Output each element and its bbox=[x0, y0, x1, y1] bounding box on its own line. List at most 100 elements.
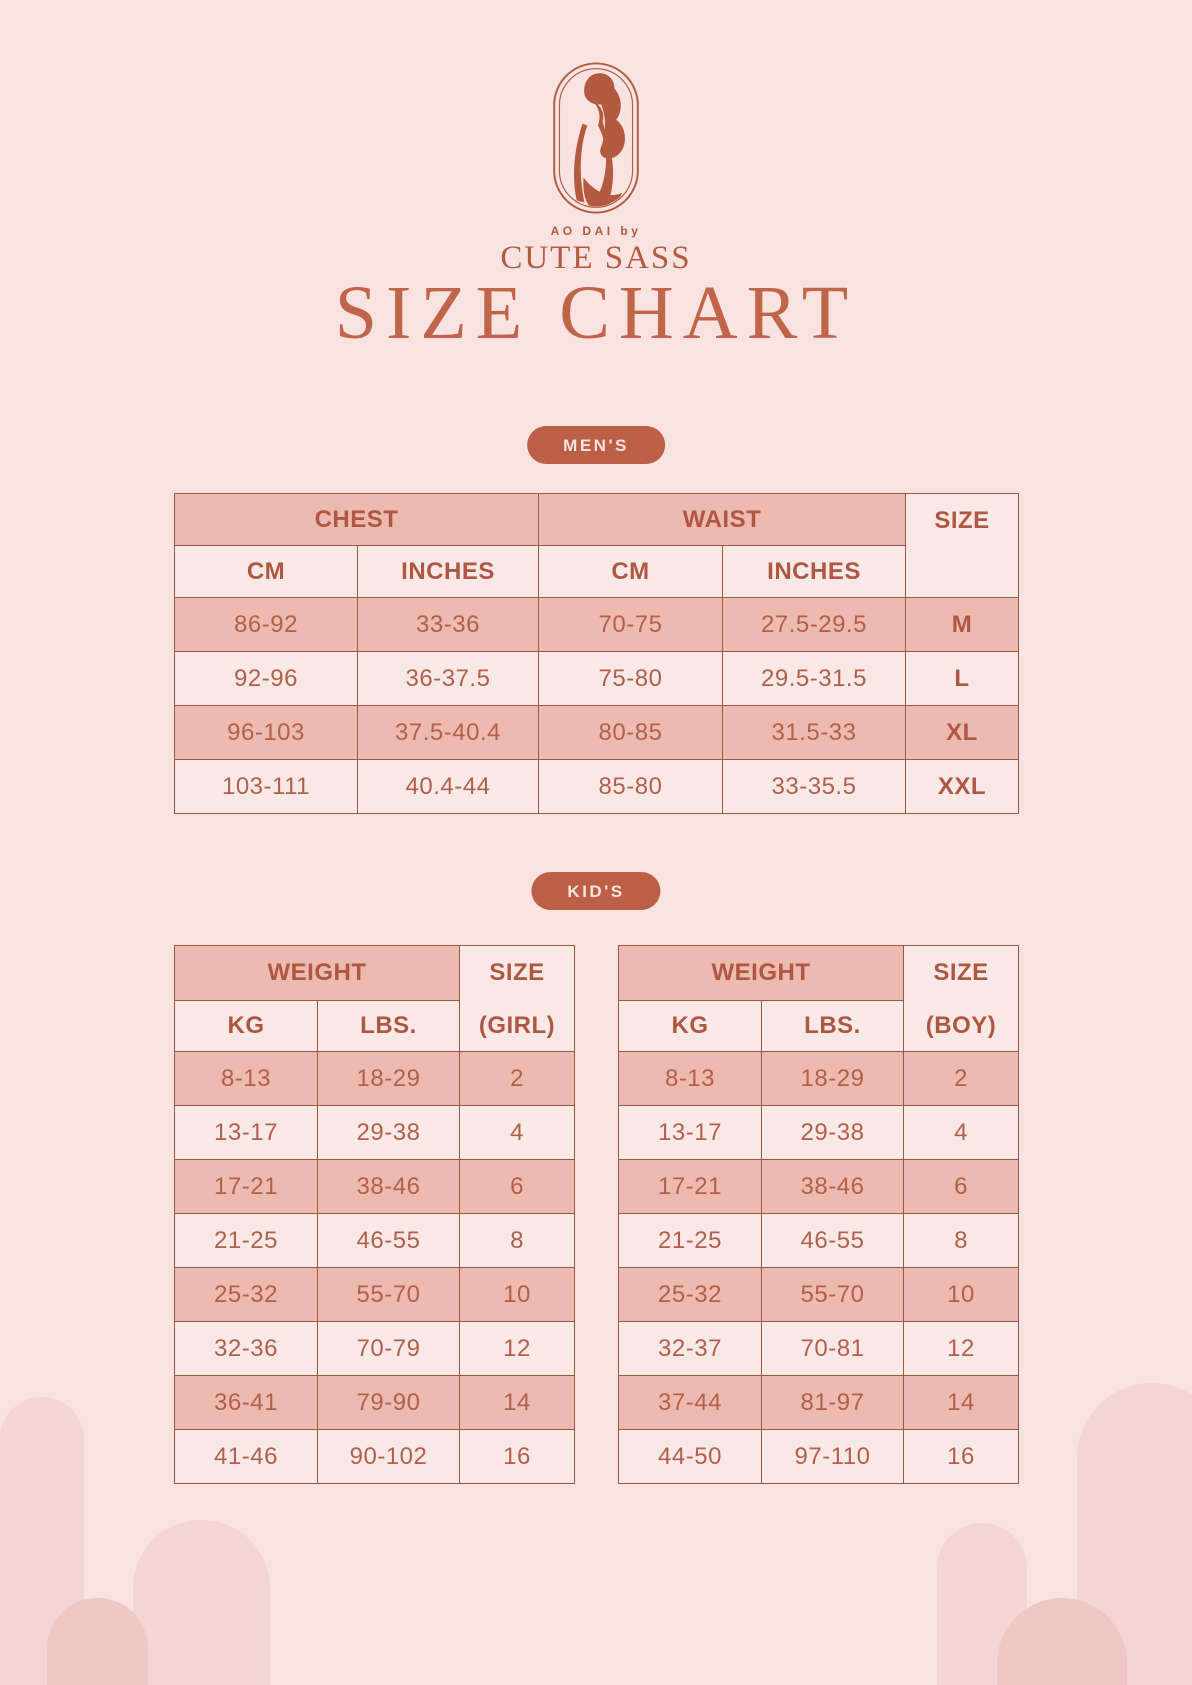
size-label: SIZE bbox=[489, 959, 545, 986]
table-row: 8-13 18-29 2 bbox=[174, 1051, 575, 1106]
cell-lbs: 81-97 bbox=[761, 1375, 904, 1430]
cell-waist-inches: 33-35.5 bbox=[722, 759, 906, 814]
table-row: CHEST WAIST SIZE bbox=[174, 493, 1019, 598]
table-row: 103-111 40.4-44 85-80 33-35.5 XXL bbox=[174, 759, 1019, 814]
cell-chest-inches: 37.5-40.4 bbox=[357, 705, 539, 760]
table-row: 13-17 29-38 4 bbox=[174, 1105, 575, 1160]
cell-kg: 21-25 bbox=[618, 1213, 762, 1268]
cell-chest-inches: 36-37.5 bbox=[357, 651, 539, 706]
cell-lbs: 55-70 bbox=[761, 1267, 904, 1322]
cell-kg: 41-46 bbox=[174, 1429, 318, 1484]
table-row: 8-13 18-29 2 bbox=[618, 1051, 1019, 1106]
cell-kg: 25-32 bbox=[618, 1267, 762, 1322]
cell-size: 8 bbox=[459, 1213, 575, 1268]
column-header-chest: CHEST bbox=[174, 493, 539, 546]
cell-size: XL bbox=[905, 705, 1019, 760]
cell-size: 2 bbox=[903, 1051, 1019, 1106]
page-title: SIZE CHART bbox=[334, 271, 858, 355]
cell-lbs: 29-38 bbox=[761, 1105, 904, 1160]
table-row: 41-46 90-102 16 bbox=[174, 1429, 575, 1484]
cell-chest-inches: 33-36 bbox=[357, 597, 539, 652]
cell-chest-cm: 103-111 bbox=[174, 759, 358, 814]
cell-waist-inches: 27.5-29.5 bbox=[722, 597, 906, 652]
cell-lbs: 70-79 bbox=[317, 1321, 460, 1376]
table-row: 21-25 46-55 8 bbox=[174, 1213, 575, 1268]
cell-kg: 17-21 bbox=[618, 1159, 762, 1214]
cell-lbs: 97-110 bbox=[761, 1429, 904, 1484]
column-header-size-boy: SIZE (BOY) bbox=[903, 945, 1019, 1052]
cell-size: XXL bbox=[905, 759, 1019, 814]
cell-size: 4 bbox=[459, 1105, 575, 1160]
girls-size-table: WEIGHT SIZE (GIRL) KG LBS. 8-13 18-29 2 13… bbox=[174, 945, 575, 1484]
cell-waist-cm: 80-85 bbox=[538, 705, 723, 760]
cell-lbs: 79-90 bbox=[317, 1375, 460, 1430]
cell-chest-cm: 92-96 bbox=[174, 651, 358, 706]
cell-kg: 8-13 bbox=[174, 1051, 318, 1106]
table-row: WEIGHT SIZE (GIRL) bbox=[174, 945, 575, 1052]
cell-kg: 37-44 bbox=[618, 1375, 762, 1430]
decorative-arch bbox=[47, 1598, 148, 1685]
cell-kg: 8-13 bbox=[618, 1051, 762, 1106]
column-header-kg: KG bbox=[174, 999, 318, 1052]
cell-size: 6 bbox=[903, 1159, 1019, 1214]
cell-size: 10 bbox=[459, 1267, 575, 1322]
cell-size: 10 bbox=[903, 1267, 1019, 1322]
cell-kg: 25-32 bbox=[174, 1267, 318, 1322]
table-row: 32-37 70-81 12 bbox=[618, 1321, 1019, 1376]
cell-size: L bbox=[905, 651, 1019, 706]
table-row: 37-44 81-97 14 bbox=[618, 1375, 1019, 1430]
table-row: 44-50 97-110 16 bbox=[618, 1429, 1019, 1484]
table-row: 36-41 79-90 14 bbox=[174, 1375, 575, 1430]
table-row: CM INCHES CM INCHES bbox=[174, 545, 1019, 598]
mens-size-table: CHEST WAIST SIZE CM INCHES CM INCHES 86-… bbox=[174, 493, 1019, 814]
cell-lbs: 46-55 bbox=[761, 1213, 904, 1268]
cell-size: 14 bbox=[459, 1375, 575, 1430]
cell-kg: 32-37 bbox=[618, 1321, 762, 1376]
column-header-waist: WAIST bbox=[538, 493, 906, 546]
column-header-size: SIZE bbox=[905, 493, 1019, 598]
table-row: 21-25 46-55 8 bbox=[618, 1213, 1019, 1268]
cell-waist-cm: 85-80 bbox=[538, 759, 723, 814]
cell-kg: 44-50 bbox=[618, 1429, 762, 1484]
table-row: 17-21 38-46 6 bbox=[174, 1159, 575, 1214]
column-header-inches: INCHES bbox=[357, 545, 539, 598]
column-header-weight: WEIGHT bbox=[174, 945, 460, 1001]
column-header-kg: KG bbox=[618, 999, 762, 1052]
cell-kg: 13-17 bbox=[618, 1105, 762, 1160]
column-header-size-girl: SIZE (GIRL) bbox=[459, 945, 575, 1052]
cell-waist-inches: 29.5-31.5 bbox=[722, 651, 906, 706]
cell-lbs: 70-81 bbox=[761, 1321, 904, 1376]
cell-waist-cm: 70-75 bbox=[538, 597, 723, 652]
boys-size-table: WEIGHT SIZE (BOY) KG LBS. 8-13 18-29 2 13-… bbox=[618, 945, 1019, 1484]
cell-size: 6 bbox=[459, 1159, 575, 1214]
cell-kg: 21-25 bbox=[174, 1213, 318, 1268]
cell-waist-inches: 31.5-33 bbox=[722, 705, 906, 760]
cell-lbs: 18-29 bbox=[317, 1051, 460, 1106]
cell-size: M bbox=[905, 597, 1019, 652]
cell-size: 12 bbox=[903, 1321, 1019, 1376]
table-row: 25-32 55-70 10 bbox=[618, 1267, 1019, 1322]
cell-chest-cm: 96-103 bbox=[174, 705, 358, 760]
decorative-arch bbox=[133, 1520, 270, 1685]
cell-size: 12 bbox=[459, 1321, 575, 1376]
cell-size: 4 bbox=[903, 1105, 1019, 1160]
gender-label: (GIRL) bbox=[478, 1011, 556, 1039]
cell-lbs: 18-29 bbox=[761, 1051, 904, 1106]
table-row: WEIGHT SIZE (BOY) bbox=[618, 945, 1019, 1052]
cell-size: 16 bbox=[459, 1429, 575, 1484]
cell-kg: 17-21 bbox=[174, 1159, 318, 1214]
column-header-inches: INCHES bbox=[722, 545, 906, 598]
woman-aodai-logo-icon bbox=[551, 62, 641, 214]
cell-lbs: 38-46 bbox=[761, 1159, 904, 1214]
brand-tagline: AO DAI by bbox=[550, 224, 642, 238]
column-header-cm: CM bbox=[174, 545, 358, 598]
cell-kg: 32-36 bbox=[174, 1321, 318, 1376]
column-header-lbs: LBS. bbox=[317, 999, 460, 1052]
cell-chest-inches: 40.4-44 bbox=[357, 759, 539, 814]
table-row: KG LBS. bbox=[618, 999, 1019, 1052]
table-row: 32-36 70-79 12 bbox=[174, 1321, 575, 1376]
table-row: 17-21 38-46 6 bbox=[618, 1159, 1019, 1214]
cell-lbs: 55-70 bbox=[317, 1267, 460, 1322]
cell-size: 14 bbox=[903, 1375, 1019, 1430]
